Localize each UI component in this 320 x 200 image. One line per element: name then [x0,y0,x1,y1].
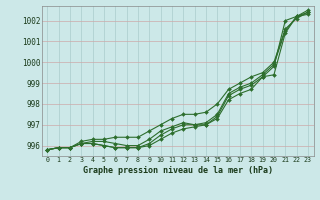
X-axis label: Graphe pression niveau de la mer (hPa): Graphe pression niveau de la mer (hPa) [83,166,273,175]
